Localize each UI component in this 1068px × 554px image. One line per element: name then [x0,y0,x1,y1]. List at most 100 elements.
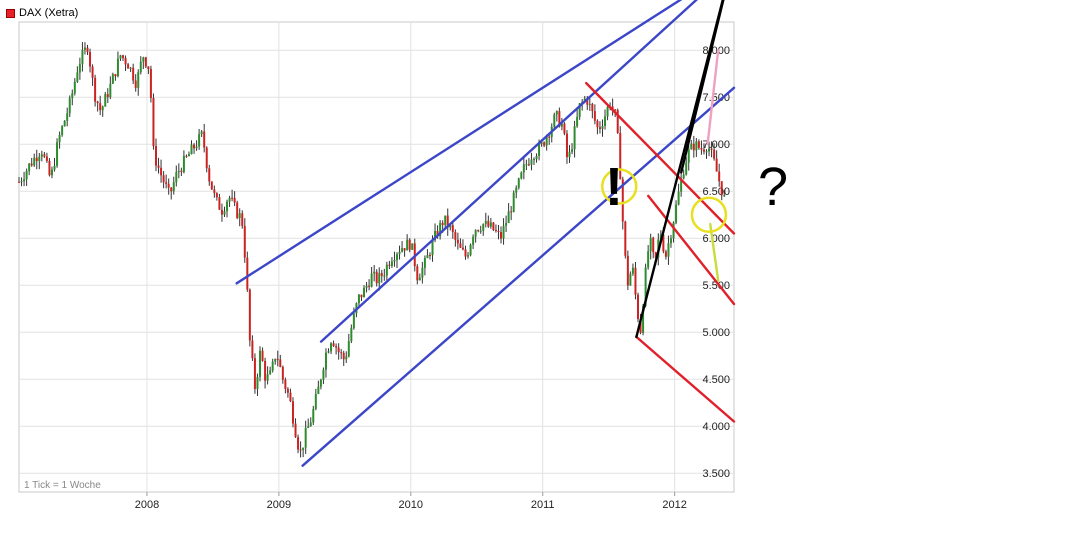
candle-body [434,231,437,241]
candle-body [233,197,236,203]
candle-body [431,240,434,256]
x-tick-label: 2011 [531,499,555,511]
candle-body [515,187,518,193]
candle-body [680,178,683,192]
candle-body [208,168,211,182]
candle-body [324,352,327,370]
candle-body [119,55,122,59]
candle-body [667,243,670,257]
candle-body [317,386,320,394]
candle-body [484,220,487,225]
candle-body [449,225,452,228]
candle-body [259,350,262,377]
candle-body [373,271,376,274]
candle-body [45,156,48,161]
candle-body [261,350,264,361]
candle-body [695,141,698,151]
candle-body [532,159,535,161]
candle-body [106,94,109,98]
candle-body [322,369,325,380]
candle-body [385,264,388,276]
candle-body [441,222,444,225]
candle-body [71,93,74,99]
candle-body [375,271,378,284]
candle-body [411,243,414,250]
candle-body [439,222,442,237]
candle-body [423,258,426,268]
candle-body [497,230,500,232]
candle-body [281,366,284,380]
candle-body [664,251,667,257]
candle-body [203,131,206,148]
y-tick-label: 6.500 [702,186,730,198]
candle-body [469,244,472,256]
candle-body [302,447,305,450]
candle-body [522,164,525,173]
candle-body [332,343,335,347]
candle-body [160,167,163,176]
candle-body [53,165,56,170]
candle-body [94,77,97,102]
candle-body [512,192,515,212]
candle-body [530,159,533,165]
candle-body [340,352,343,354]
candle-body [654,252,657,258]
candle-body [461,247,464,250]
candle-body [284,379,287,389]
candle-body [477,230,480,232]
candle-body [246,257,249,290]
candle-body [705,151,708,153]
candle-body [393,260,396,262]
candle-body [568,151,571,158]
candle-body [274,358,277,362]
candle-body [139,61,142,73]
candle-body [134,80,137,88]
candle-body [294,423,297,438]
candle-body [157,165,160,168]
candle-body [624,221,627,256]
candle-body [720,181,723,196]
candle-body [360,294,363,298]
candle-body [406,239,409,251]
y-tick-label: 8.000 [702,45,730,57]
candle-body [591,103,594,112]
candle-body [352,313,355,329]
candle-body [111,74,114,84]
candle-body [702,149,705,152]
candle-body [517,178,520,188]
trendline [680,0,725,174]
candle-body [256,376,259,389]
candle-body [621,179,624,222]
candle-body [598,127,601,129]
candle-body [175,172,178,183]
candle-body [365,285,368,288]
trendline [647,194,736,306]
candle-body [606,106,609,117]
candle-body [692,143,695,151]
candle-body [535,156,538,160]
highlight-circle [600,168,638,205]
candle-body [104,94,107,107]
candle-body [185,155,188,157]
candle-body [251,340,254,359]
candle-body [472,236,475,245]
candle-body [243,225,246,258]
candle-body [558,111,561,127]
candle-body [147,66,150,69]
candle-body [40,154,43,157]
candle-body [507,211,510,223]
candle-body [398,251,401,255]
candle-body [482,224,485,231]
candle-body [327,351,330,353]
candle-body [304,427,307,448]
candle-body [715,158,718,172]
candle-body [345,356,348,360]
candle-body [370,273,373,287]
candle-body [459,243,462,248]
candle-body [165,182,168,184]
x-tick-label: 2009 [267,499,291,511]
candle-body [66,113,69,121]
candle-body [91,66,94,78]
candle-body [652,237,655,253]
candle-body [58,134,61,143]
